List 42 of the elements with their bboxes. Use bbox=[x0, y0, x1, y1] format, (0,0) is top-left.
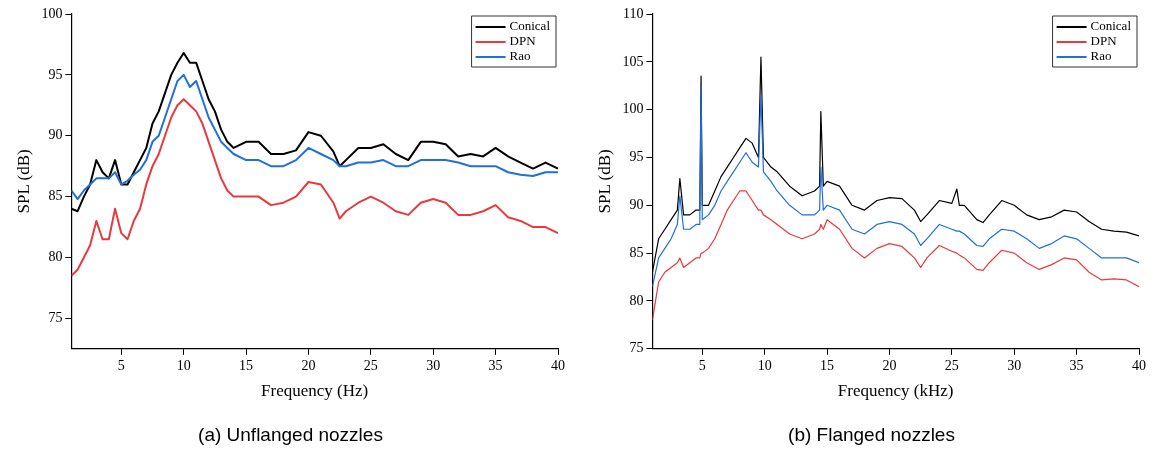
x-tick-label: 5 bbox=[698, 357, 706, 373]
legend-label: Rao bbox=[509, 48, 531, 64]
x-tick-label: 20 bbox=[300, 357, 315, 373]
legend-label: DPN bbox=[509, 33, 536, 49]
y-axis-title: SPL (dB) bbox=[13, 149, 33, 214]
x-tick-label: 30 bbox=[1006, 357, 1021, 373]
legend-label: Conical bbox=[1090, 18, 1131, 34]
x-tick-label: 15 bbox=[238, 357, 253, 373]
x-tick-label: 40 bbox=[1131, 357, 1146, 373]
x-tick-label: 35 bbox=[488, 357, 503, 373]
y-tick-label: 95 bbox=[628, 149, 643, 165]
y-axis-title: SPL (dB) bbox=[594, 149, 614, 214]
y-tick-label: 95 bbox=[47, 66, 62, 82]
y-tick-label: 90 bbox=[47, 127, 62, 143]
x-axis-title: Frequency (kHz) bbox=[837, 381, 954, 401]
x-tick-label: 35 bbox=[1069, 357, 1084, 373]
x-tick-label: 25 bbox=[944, 357, 959, 373]
y-tick-label: 110 bbox=[622, 5, 643, 21]
legend-label: DPN bbox=[1090, 33, 1117, 49]
legend-label: Rao bbox=[1090, 48, 1112, 64]
y-tick-label: 75 bbox=[628, 340, 643, 356]
x-tick-label: 20 bbox=[881, 357, 896, 373]
y-tick-label: 85 bbox=[628, 244, 643, 260]
y-tick-label: 75 bbox=[47, 310, 62, 326]
y-tick-label: 90 bbox=[628, 196, 643, 212]
y-tick-label: 80 bbox=[47, 249, 62, 265]
x-tick-label: 5 bbox=[117, 357, 125, 373]
x-tick-label: 40 bbox=[550, 357, 565, 373]
x-tick-label: 30 bbox=[425, 357, 440, 373]
y-tick-label: 100 bbox=[621, 101, 643, 117]
text: (a) Unflanged nozzles bbox=[198, 424, 383, 446]
x-axis-title: Frequency (Hz) bbox=[260, 381, 368, 401]
x-tick-label: 25 bbox=[363, 357, 378, 373]
y-tick-label: 105 bbox=[621, 53, 643, 69]
x-tick-label: 15 bbox=[819, 357, 834, 373]
legend-label: Conical bbox=[509, 18, 550, 34]
x-tick-label: 10 bbox=[757, 357, 772, 373]
y-tick-label: 80 bbox=[628, 292, 643, 308]
y-tick-label: 100 bbox=[40, 5, 62, 21]
x-tick-label: 10 bbox=[176, 357, 191, 373]
y-tick-label: 85 bbox=[47, 188, 62, 204]
text: (b) Flanged nozzles bbox=[788, 424, 955, 446]
